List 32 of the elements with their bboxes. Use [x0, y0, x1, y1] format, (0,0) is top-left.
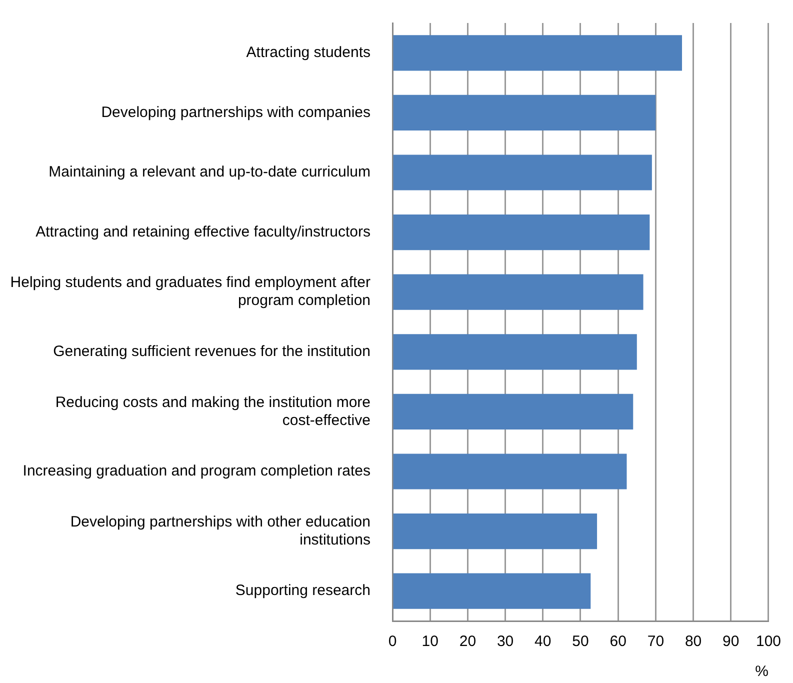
bar — [393, 514, 598, 550]
bar — [393, 214, 650, 250]
bar — [393, 274, 644, 310]
y-tick-label: Reducing costs and making the institution more cost-effective — [55, 394, 370, 429]
bar — [393, 573, 591, 609]
x-tick-label: 80 — [684, 633, 702, 650]
y-tick-label: Maintaining a relevant and up-to-date curriculum — [48, 164, 370, 181]
x-tick-label: 30 — [496, 633, 514, 650]
bar — [393, 334, 637, 370]
bar — [393, 35, 682, 71]
x-tick-label: 70 — [647, 633, 664, 650]
y-tick-label: Attracting students — [246, 44, 370, 62]
bar — [393, 394, 634, 430]
y-tick-label: Helping students and graduates find employment after program completion — [10, 274, 370, 310]
x-tick-label: 60 — [610, 633, 626, 650]
y-tick-label: Developing partnerships with companies — [101, 104, 370, 121]
y-tick-label: Generating sufficient revenues for the institution — [53, 343, 370, 360]
x-tick-label: 20 — [459, 633, 476, 650]
x-axis-title: % — [755, 663, 768, 680]
x-tick-label: 0 — [388, 633, 397, 650]
y-tick-label: Supporting research — [235, 582, 370, 600]
bar — [393, 454, 627, 490]
y-tick-label: Developing partnerships with other education institutions — [70, 513, 370, 548]
bar — [393, 94, 656, 130]
x-tick-label: 50 — [572, 633, 589, 650]
x-tick-label: 100 — [756, 633, 781, 650]
x-tick-label: 10 — [422, 633, 438, 650]
y-tick-label: Increasing graduation and program completion rates — [22, 462, 370, 480]
bar — [393, 154, 652, 190]
x-tick-label: 40 — [534, 633, 552, 650]
x-tick-label: 90 — [722, 633, 740, 650]
y-tick-label: Attracting and retaining effective faculty/instructors — [36, 223, 370, 240]
